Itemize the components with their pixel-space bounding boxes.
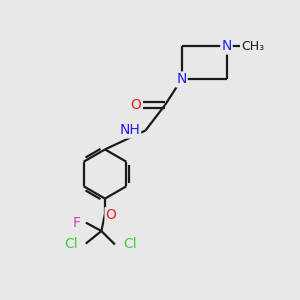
Text: F: F bbox=[72, 216, 80, 230]
Text: NH: NH bbox=[119, 124, 140, 137]
Text: CH₃: CH₃ bbox=[241, 40, 264, 53]
Text: Cl: Cl bbox=[64, 237, 77, 250]
Text: O: O bbox=[106, 208, 116, 222]
Text: N: N bbox=[221, 40, 232, 53]
Text: Cl: Cl bbox=[123, 238, 137, 251]
Text: O: O bbox=[130, 98, 141, 112]
Text: N: N bbox=[176, 73, 187, 86]
